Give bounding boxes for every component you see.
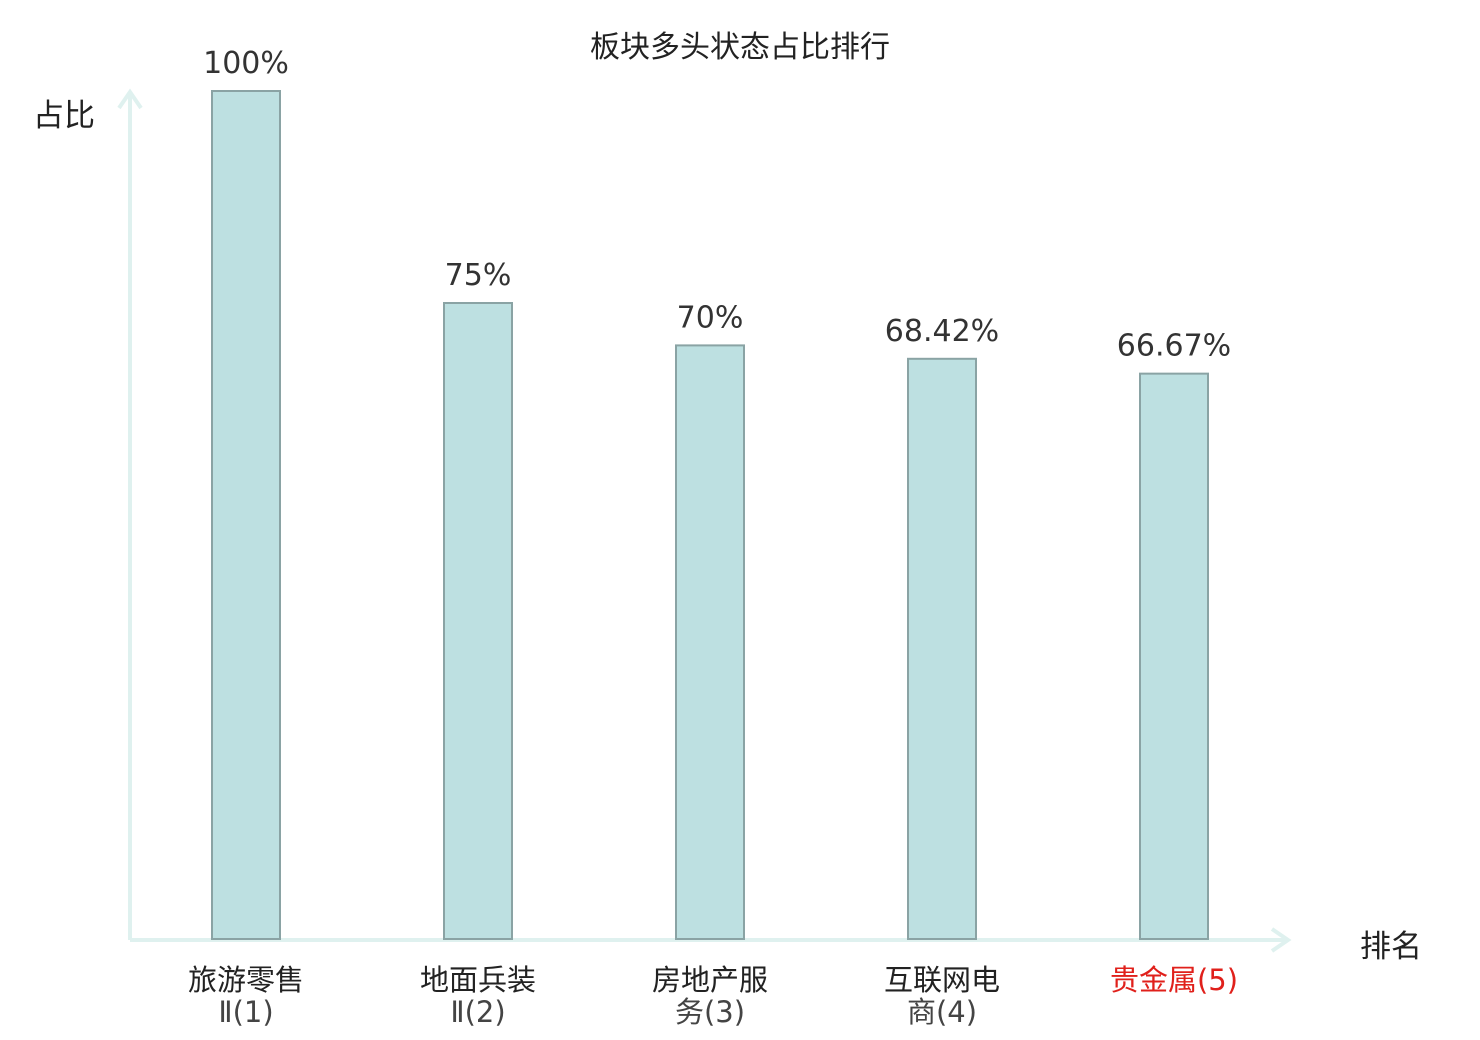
category-label-line1: 地面兵装 [419, 963, 536, 997]
bars [211, 90, 1209, 940]
x-axis-label: 排名 [1360, 929, 1422, 965]
bar-3 [675, 344, 745, 940]
y-axis-arrow [117, 88, 143, 110]
category-label-line2: Ⅱ(1) [218, 995, 274, 1029]
bar-2 [443, 302, 513, 940]
chart-title: 板块多头状态占比排行 [590, 30, 890, 65]
category-label-line2: 务(3) [674, 995, 746, 1029]
x-axis-arrow [1270, 927, 1292, 953]
value-label-2: 75% [445, 258, 512, 293]
category-label-line2: 商(4) [906, 995, 978, 1029]
category-label-1: 旅游零售 Ⅱ(1) [146, 964, 346, 1028]
bar-4 [907, 357, 977, 940]
category-label-line2: Ⅱ(2) [450, 995, 506, 1029]
category-label-line1: 房地产服 [651, 963, 768, 997]
category-label-5: 贵金属(5) [1074, 964, 1274, 996]
axes [117, 88, 1292, 953]
category-label-2: 地面兵装 Ⅱ(2) [378, 964, 578, 1028]
value-label-3: 70% [677, 300, 744, 335]
value-labels: 100% 75% 70% 68.42% 66.67% [203, 46, 1231, 364]
category-label-line1: 互联网电 [883, 963, 1000, 997]
value-label-4: 68.42% [885, 314, 999, 349]
category-label-3: 房地产服 务(3) [610, 964, 810, 1028]
value-label-1: 100% [203, 46, 289, 81]
bar-5 [1139, 372, 1209, 940]
value-label-5: 66.67% [1117, 329, 1231, 364]
category-label-4: 互联网电 商(4) [842, 964, 1042, 1028]
category-label-line1: 旅游零售 [187, 963, 304, 997]
category-label-line1: 贵金属(5) [1109, 963, 1239, 997]
y-axis-label: 占比 [33, 98, 95, 134]
bar-1 [211, 90, 281, 940]
